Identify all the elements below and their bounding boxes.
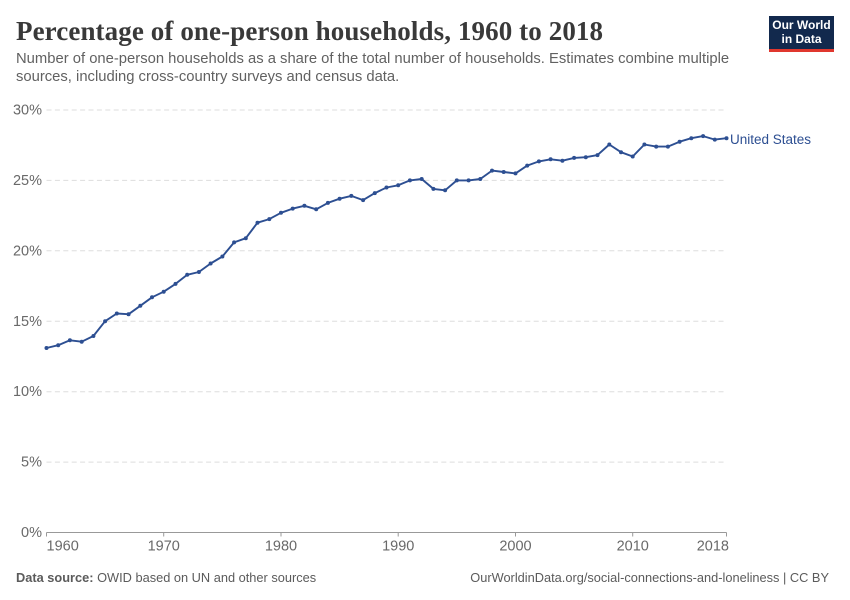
svg-text:25%: 25% bbox=[13, 173, 42, 189]
svg-text:0%: 0% bbox=[21, 525, 42, 541]
svg-text:30%: 30% bbox=[13, 103, 42, 119]
svg-text:2018: 2018 bbox=[697, 539, 729, 555]
svg-text:2010: 2010 bbox=[617, 539, 649, 555]
svg-text:1980: 1980 bbox=[265, 539, 297, 555]
svg-text:1990: 1990 bbox=[382, 539, 414, 555]
svg-text:2000: 2000 bbox=[499, 539, 531, 555]
svg-text:5%: 5% bbox=[21, 455, 42, 471]
svg-text:1970: 1970 bbox=[148, 539, 180, 555]
svg-text:United States: United States bbox=[730, 132, 811, 147]
svg-text:10%: 10% bbox=[13, 384, 42, 400]
svg-text:1960: 1960 bbox=[47, 539, 79, 555]
svg-text:20%: 20% bbox=[13, 243, 42, 259]
svg-text:15%: 15% bbox=[13, 314, 42, 330]
